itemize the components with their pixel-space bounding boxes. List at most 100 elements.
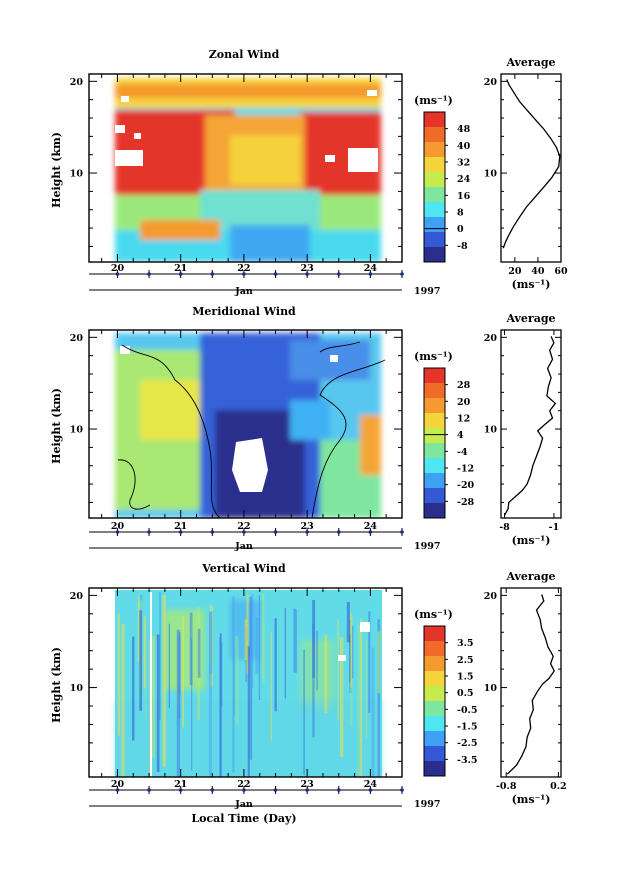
streak — [208, 612, 212, 777]
streak — [270, 631, 272, 741]
streak — [350, 612, 353, 688]
colorbar-label: 32 — [457, 158, 470, 169]
profile-title: Average — [505, 56, 555, 69]
date-axis-bar — [89, 528, 404, 549]
streak — [246, 595, 249, 675]
profile-title: Average — [505, 312, 555, 325]
axis-marker-dot — [115, 530, 120, 534]
colorbar-segment — [424, 112, 445, 128]
streak — [251, 594, 254, 689]
average-profile: Average 10 20 -0.8 0.2(ms⁻¹) — [484, 570, 567, 806]
plot-frame — [88, 587, 403, 778]
x-tick-label: 23 — [301, 263, 314, 274]
colorbar-segment — [424, 503, 445, 519]
colorbar-label: 2.5 — [457, 655, 474, 666]
streak — [368, 611, 371, 713]
x-axis: 20 21 22 23 24 — [101, 74, 403, 274]
streak — [235, 636, 239, 724]
y-axis: 10 20 — [70, 77, 402, 247]
colorbar-label: -12 — [457, 464, 474, 475]
streak — [274, 618, 277, 712]
axis-marker-dot — [336, 530, 341, 534]
panel-zonal: Zonal Wind 10 20 — [50, 48, 568, 297]
streak — [219, 637, 222, 777]
streak — [316, 631, 318, 691]
streak — [232, 596, 235, 773]
x-tick-label: 20 — [111, 779, 125, 790]
colorbar-segment — [424, 232, 445, 248]
streak — [156, 634, 160, 773]
colorbar-label: -1.5 — [457, 722, 477, 733]
colorbar-segment — [424, 157, 445, 173]
axis-marker-dot — [242, 788, 246, 792]
axis-marker-dot — [273, 530, 278, 534]
colorbar-segment — [424, 383, 445, 399]
streak — [371, 647, 375, 777]
axis-marker-dot — [147, 272, 151, 276]
streak — [168, 623, 170, 708]
colorbar-label: 40 — [457, 141, 471, 152]
streak — [346, 602, 350, 643]
colorbar-frame — [423, 367, 446, 519]
x-tick-label: 24 — [364, 521, 378, 532]
colorbar-label: -8 — [457, 241, 468, 252]
profile-x-tick-label: -0.8 — [496, 781, 517, 792]
streak — [182, 616, 184, 728]
profile-x-tick-label: -8 — [499, 522, 510, 533]
heatmap-field — [115, 78, 381, 262]
x-tick-label: 21 — [174, 263, 187, 274]
axis-marker-dot — [273, 788, 278, 792]
colorbar-unit: (ms⁻¹) — [414, 94, 453, 107]
profile-y-tick-label: 10 — [484, 425, 498, 436]
axis-marker-dot — [242, 272, 246, 276]
streak — [352, 626, 354, 678]
y-tick-label: 10 — [70, 425, 84, 436]
streak — [189, 612, 193, 686]
x-tick-label: 24 — [364, 263, 378, 274]
x-axis: 20 21 22 23 24 — [101, 330, 403, 532]
streak — [132, 636, 135, 741]
streak — [244, 619, 248, 660]
colorbar-label: 28 — [457, 380, 471, 391]
average-profile: Average 10 20 -8 -1(ms⁻¹) — [484, 312, 562, 547]
year-label: 1997 — [414, 799, 440, 810]
y-tick-label: 20 — [70, 591, 84, 602]
streak — [197, 628, 201, 678]
profile-line — [502, 79, 561, 249]
colorbar-segment — [424, 428, 445, 444]
colorbar-label: 48 — [457, 124, 471, 135]
axis-marker-dot — [305, 530, 309, 534]
colorbar-segment — [424, 247, 445, 263]
profile-line — [503, 336, 557, 516]
axis-marker-dot — [147, 530, 151, 534]
streak — [143, 616, 146, 688]
streak — [357, 624, 361, 777]
streak — [162, 595, 166, 767]
colorbar-segment — [424, 488, 445, 504]
colorbar-segment — [424, 458, 445, 474]
y-axis: 10 20 — [70, 591, 402, 762]
y-tick-label: 10 — [70, 169, 84, 180]
axis-marker-dot — [178, 530, 183, 534]
profile-x-tick-label: 0.2 — [550, 781, 567, 792]
colorbar-segment — [424, 656, 445, 672]
profile-y-tick-label: 10 — [484, 683, 498, 694]
colorbar-segment — [424, 701, 445, 717]
streak — [258, 595, 261, 700]
colorbar-label: -28 — [457, 497, 475, 508]
panel-meridional: Meridional Wind 10 20 20 21 22 23 24 — [50, 305, 562, 552]
panel-vertical: Vertical Wind 10 20 20 21 22 23 24 Jan 1997 H… — [50, 562, 567, 810]
streak — [349, 635, 351, 683]
x-axis-label: Local Time (Day) — [191, 812, 296, 825]
heatmap-field — [115, 590, 382, 777]
colorbar-label: 12 — [457, 414, 470, 425]
colorbar-segment — [424, 641, 445, 657]
x-tick-label: 24 — [364, 779, 378, 790]
x-axis: 20 21 22 23 24 — [101, 588, 403, 790]
axis-marker-dot — [305, 272, 309, 276]
streak — [337, 619, 339, 721]
x-tick-label: 22 — [237, 521, 250, 532]
y-axis-label: Height (km) — [50, 647, 63, 723]
chart-title: Vertical Wind — [201, 562, 286, 575]
colorbar-segment — [424, 443, 445, 459]
